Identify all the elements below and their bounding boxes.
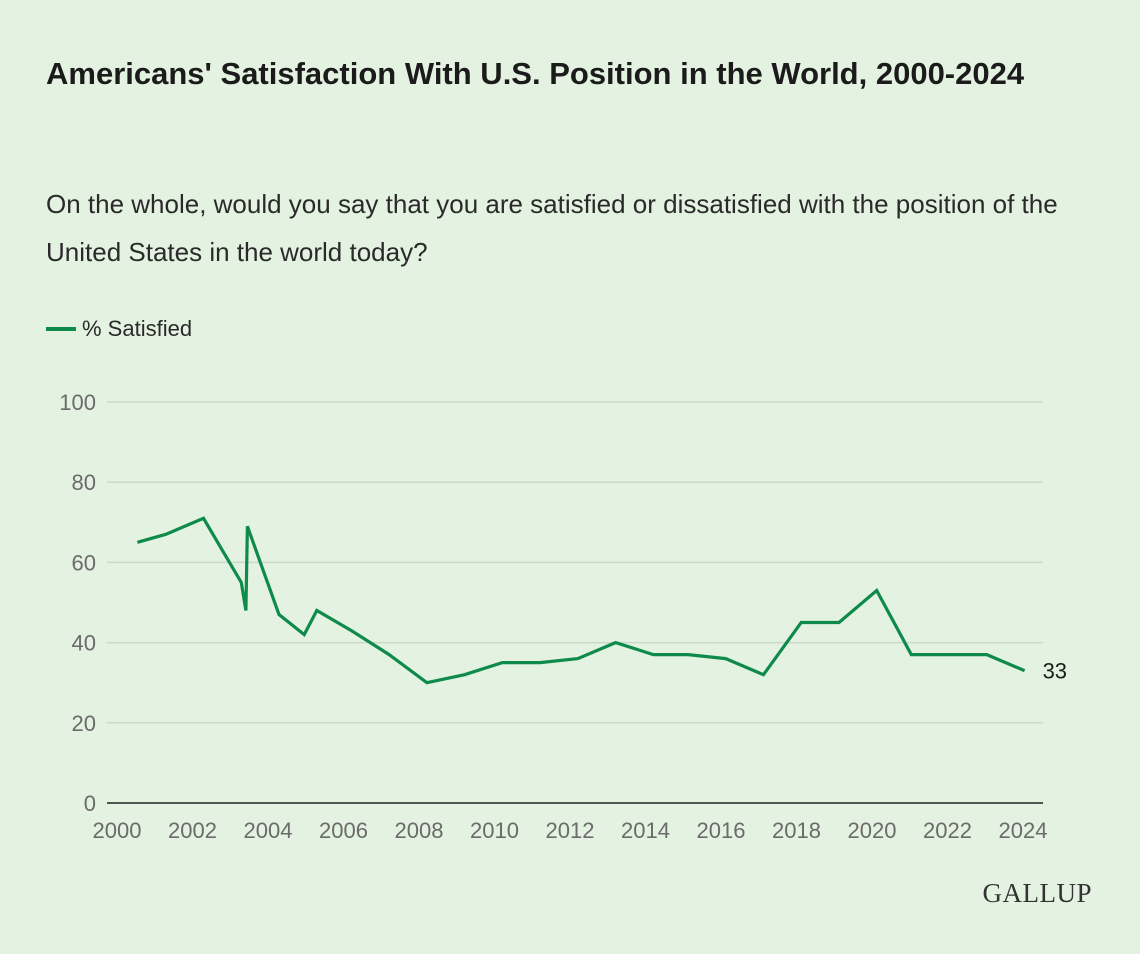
x-tick-label: 2018 bbox=[772, 818, 821, 843]
x-tick-label: 2012 bbox=[546, 818, 595, 843]
legend: % Satisfied bbox=[46, 316, 192, 342]
y-tick-label: 0 bbox=[84, 791, 96, 816]
x-tick-label: 2006 bbox=[319, 818, 368, 843]
x-tick-label: 2002 bbox=[168, 818, 217, 843]
series-line-satisfied bbox=[136, 516, 1026, 685]
y-tick-label: 20 bbox=[72, 711, 96, 736]
x-tick-label: 2016 bbox=[697, 818, 746, 843]
x-tick-label: 2014 bbox=[621, 818, 670, 843]
legend-label: % Satisfied bbox=[82, 316, 193, 341]
x-tick-label: 2004 bbox=[244, 818, 293, 843]
x-tick-label: 2000 bbox=[93, 818, 142, 843]
end-value-label: 33 bbox=[1043, 659, 1067, 684]
x-tick-label: 2022 bbox=[923, 818, 972, 843]
x-tick-label: 2010 bbox=[470, 818, 519, 843]
chart-subtitle: On the whole, would you say that you are… bbox=[46, 189, 1058, 267]
y-tick-label: 40 bbox=[72, 631, 96, 656]
legend-line-swatch bbox=[46, 327, 76, 331]
gallup-logo: GALLUP bbox=[982, 878, 1092, 908]
x-tick-label: 2008 bbox=[395, 818, 444, 843]
x-tick-label: 2020 bbox=[848, 818, 897, 843]
y-tick-label: 60 bbox=[72, 550, 96, 575]
x-tick-label: 2024 bbox=[999, 818, 1048, 843]
y-tick-label: 100 bbox=[59, 390, 96, 415]
chart-title: Americans' Satisfaction With U.S. Positi… bbox=[46, 56, 1025, 91]
y-tick-label: 80 bbox=[72, 470, 96, 495]
